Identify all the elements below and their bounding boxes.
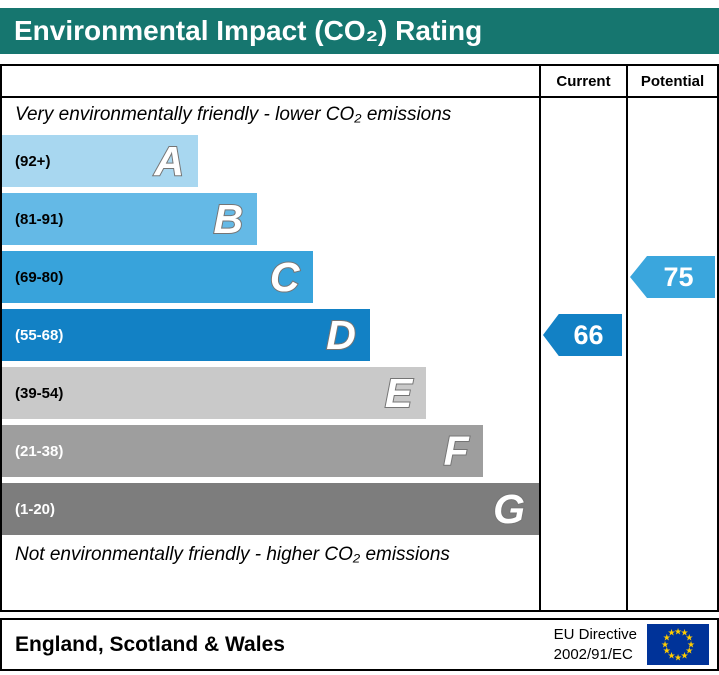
band-row-d: (55-68) D [2,306,539,364]
band-row-c: (69-80) C [2,248,539,306]
region-label: England, Scotland & Wales [15,632,285,656]
page-title-text: Environmental Impact (CO₂) Rating [14,15,483,46]
band-letter-d: D [325,311,357,358]
band-row-g: (1-20) G [2,480,539,538]
band-letter-b: B [212,195,244,242]
rating-chart: Very environmentally friendly - lower CO… [0,64,719,612]
current-column-body: 66 [541,98,626,610]
band-range-g: (1-20) [15,500,56,518]
band-row-b: (81-91) B [2,190,539,248]
eu-directive-line2: 2002/91/EC [553,645,633,663]
top-caption: Very environmentally friendly - lower CO… [15,104,452,125]
band-range-f: (21-38) [15,442,64,460]
bands-column: Very environmentally friendly - lower CO… [2,66,539,610]
band-row-a: (92+) A [2,132,539,190]
current-rating-marker: 66 [543,314,622,356]
band-range-e: (39-54) [15,384,64,402]
band-range-d: (55-68) [15,326,64,344]
eu-directive-line1: EU Directive [553,626,637,643]
eu-directive-label: EU Directive 2002/91/EC [554,625,637,664]
band-letter-e: E [384,369,413,416]
band-letter-a: A [153,137,185,184]
band-range-b: (81-91) [15,210,64,228]
band-bar-e: (39-54) E [2,367,427,419]
band-row-e: (39-54) E [2,364,539,422]
eu-flag-icon: ★ ★ ★ ★ ★ ★ ★ ★ ★ ★ ★ ★ [647,624,709,665]
band-bar-f: (21-38) F [2,425,483,477]
potential-column-header: Potential [628,66,717,98]
band-bar-a: (92+) A [2,135,198,187]
band-row-f: (21-38) F [2,422,539,480]
current-column-header: Current [541,66,626,98]
band-letter-c: C [269,253,301,300]
potential-column: Potential 75 [626,66,717,610]
band-range-a: (92+) [15,152,51,170]
page-title: Environmental Impact (CO₂) Rating [0,8,719,54]
bands-column-header [2,66,539,98]
footer: England, Scotland & Wales EU Directive 2… [0,618,719,671]
band-letter-f: F [443,427,470,474]
potential-column-body: 75 [628,98,717,610]
bands-column-body: Very environmentally friendly - lower CO… [2,98,539,610]
band-bar-d: (55-68) D [2,309,370,361]
current-column: Current 66 [539,66,626,610]
band-letter-g: G [492,485,526,532]
band-bar-g: (1-20) G [2,483,539,535]
bottom-caption: Not environmentally friendly - higher CO… [15,544,450,565]
band-bar-c: (69-80) C [2,251,314,303]
band-bar-b: (81-91) B [2,193,258,245]
band-range-c: (69-80) [15,268,64,286]
potential-rating-marker: 75 [630,256,715,298]
